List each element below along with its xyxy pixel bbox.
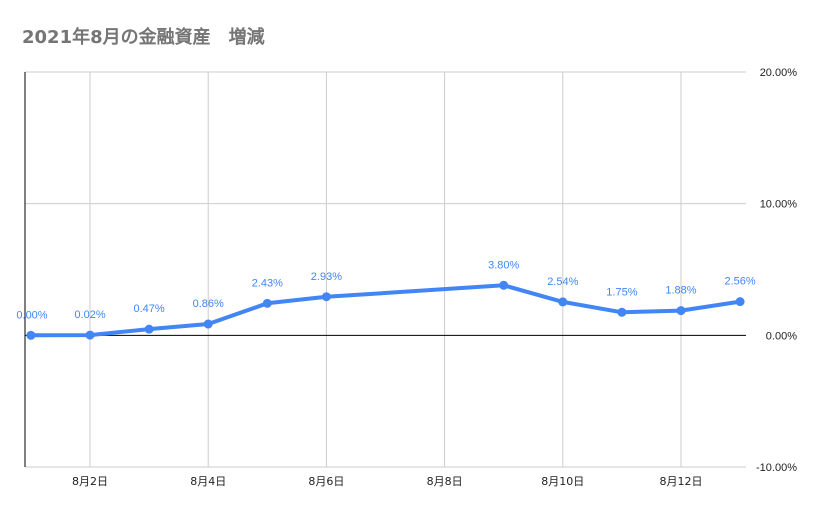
- data-point: [676, 306, 686, 316]
- data-label: 0.02%: [74, 309, 105, 321]
- data-points: [26, 280, 745, 340]
- chart-title: 2021年8月の金融資産 増減: [22, 26, 265, 48]
- grid: [25, 71, 746, 468]
- x-tick-label: 8月2日: [72, 475, 108, 488]
- axes: [24, 72, 746, 467]
- data-label: 2.56%: [724, 276, 755, 288]
- y-tick-label: 0.00%: [766, 330, 797, 342]
- x-tick-label: 8月8日: [427, 475, 463, 488]
- y-axis-ticks: 20.00% 10.00% 0.00% -10.00%: [756, 67, 797, 474]
- data-label: 2.43%: [252, 277, 283, 289]
- data-point: [144, 324, 154, 334]
- data-label: 3.80%: [488, 259, 519, 271]
- x-tick-label: 8月4日: [190, 475, 226, 488]
- data-point: [735, 297, 745, 307]
- data-label: 1.75%: [606, 286, 637, 298]
- y-tick-label: 20.00%: [760, 67, 798, 79]
- data-label: 0.86%: [193, 298, 224, 310]
- data-label: 1.88%: [665, 285, 696, 297]
- data-point: [617, 307, 627, 317]
- x-tick-label: 8月6日: [308, 475, 344, 488]
- data-point: [321, 292, 331, 302]
- data-labels: 0.00% 0.02% 0.47% 0.86% 2.43% 2.93% 3.80% 2.54%…: [16, 259, 755, 321]
- data-point: [85, 330, 95, 340]
- data-label: 0.47%: [134, 303, 165, 315]
- y-tick-label: 10.00%: [760, 199, 798, 211]
- x-tick-label: 8月12日: [659, 475, 702, 488]
- data-label: 2.54%: [547, 276, 578, 288]
- data-point: [262, 298, 272, 308]
- data-point: [558, 297, 568, 307]
- data-label: 2.93%: [311, 271, 342, 283]
- data-point: [499, 280, 509, 290]
- x-tick-label: 8月10日: [541, 475, 584, 488]
- data-point: [203, 319, 213, 329]
- data-point: [26, 330, 36, 340]
- x-axis-ticks: 8月2日 8月4日 8月6日 8月8日 8月10日 8月12日: [72, 475, 702, 488]
- data-label: 0.00%: [16, 309, 47, 321]
- y-tick-label: -10.00%: [756, 462, 797, 474]
